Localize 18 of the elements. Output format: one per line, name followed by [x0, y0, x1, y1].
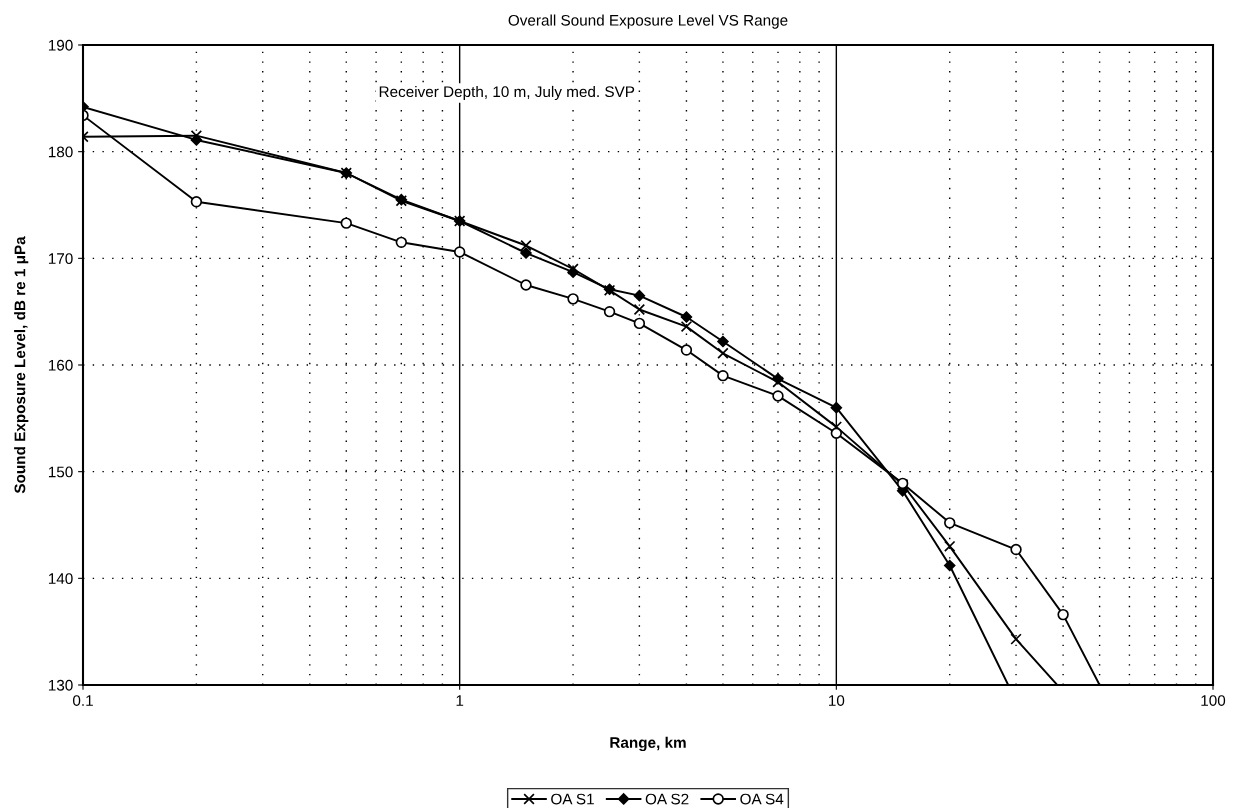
- chart-title: Overall Sound Exposure Level VS Range: [508, 14, 788, 29]
- y-tick-label: 190: [48, 39, 73, 51]
- x-tick-label: 10: [829, 695, 845, 706]
- annotation: Receiver Depth, 10 m, July med. SVP: [379, 85, 635, 101]
- y-tick-label: 130: [48, 679, 73, 691]
- x-tick-label: 0.1: [72, 695, 93, 706]
- x-tick-label: 1: [456, 695, 464, 706]
- legend-label: OA S2: [645, 793, 689, 805]
- y-tick-label: 140: [48, 573, 73, 585]
- legend-label: OA S4: [740, 793, 784, 805]
- y-tick-label: 180: [48, 146, 73, 158]
- y-tick-label: 170: [48, 253, 73, 265]
- y-tick-label: 160: [48, 359, 73, 371]
- y-axis-title: Sound Exposure Level, dB re 1 μPa: [14, 236, 29, 494]
- x-axis-title: Range, km: [610, 736, 686, 752]
- x-tick-label: 100: [1201, 695, 1226, 706]
- y-tick-label: 150: [48, 466, 73, 478]
- legend-label: OA S1: [551, 793, 594, 805]
